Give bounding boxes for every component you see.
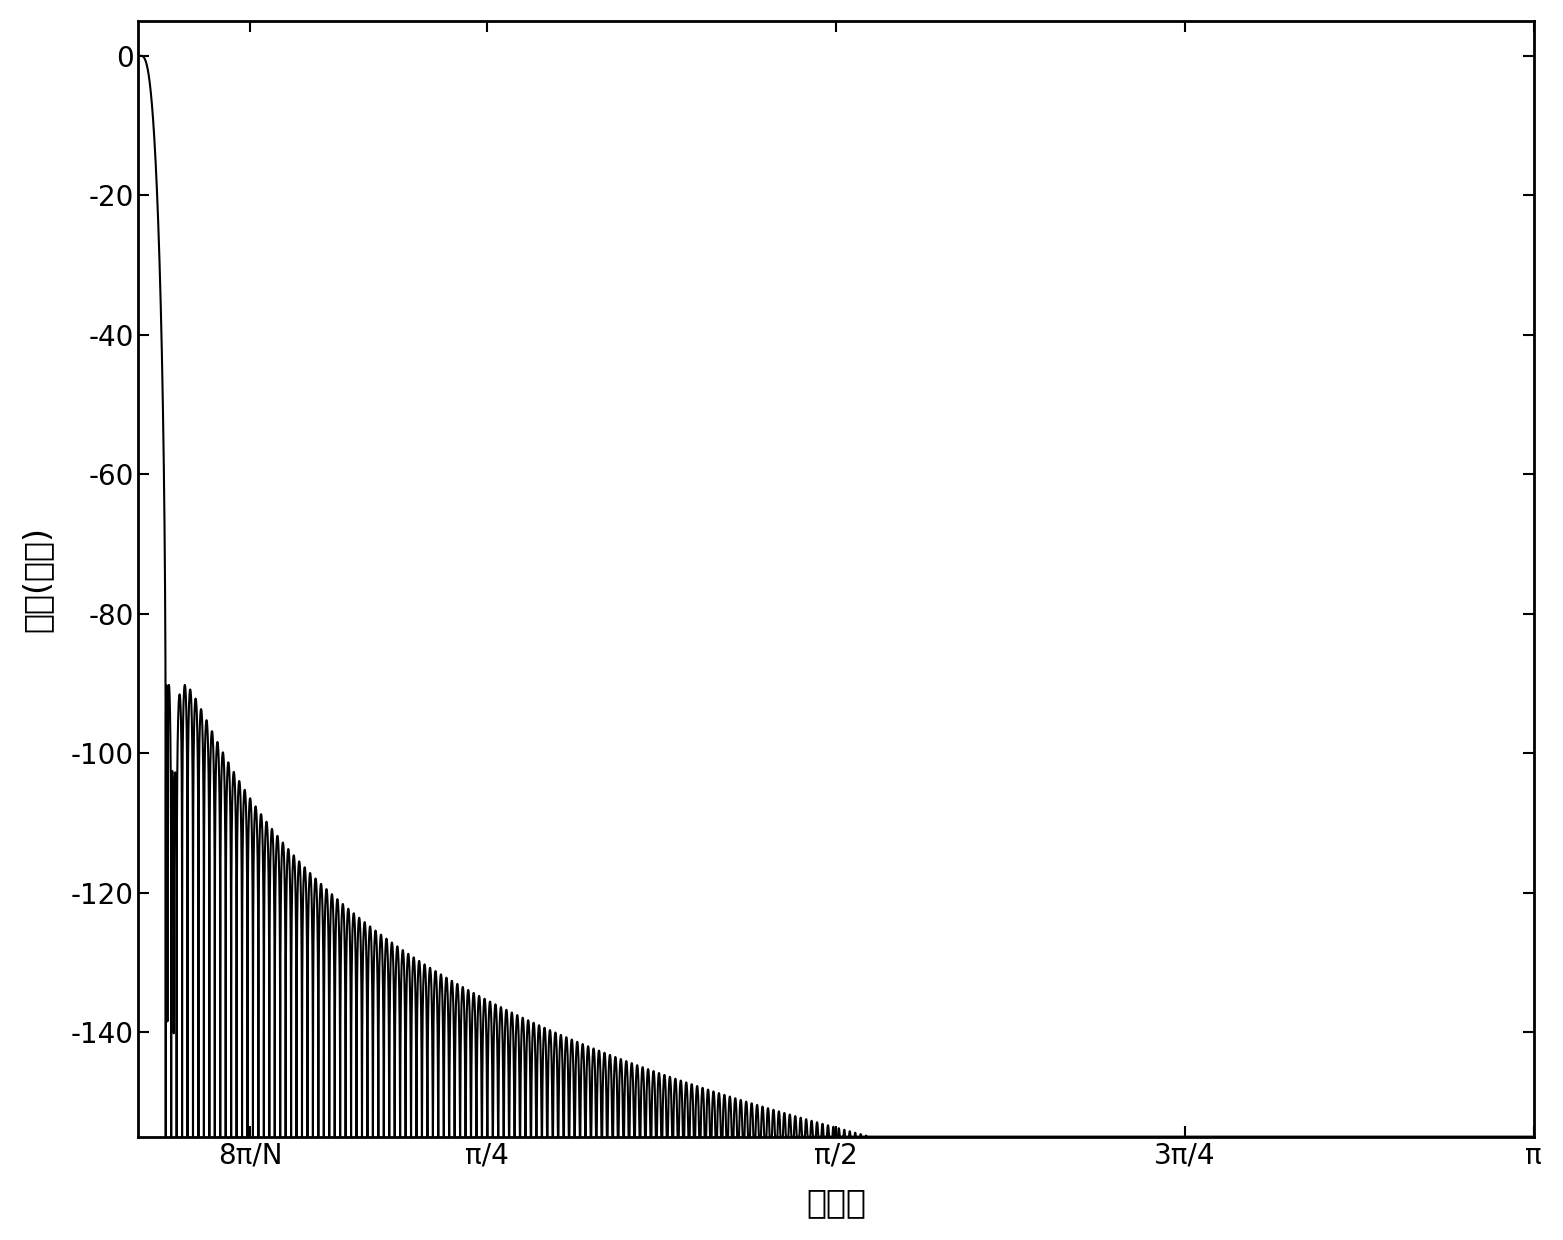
- X-axis label: 角频率: 角频率: [807, 1187, 866, 1219]
- Y-axis label: 幅値(分贝): 幅値(分贝): [20, 526, 53, 631]
